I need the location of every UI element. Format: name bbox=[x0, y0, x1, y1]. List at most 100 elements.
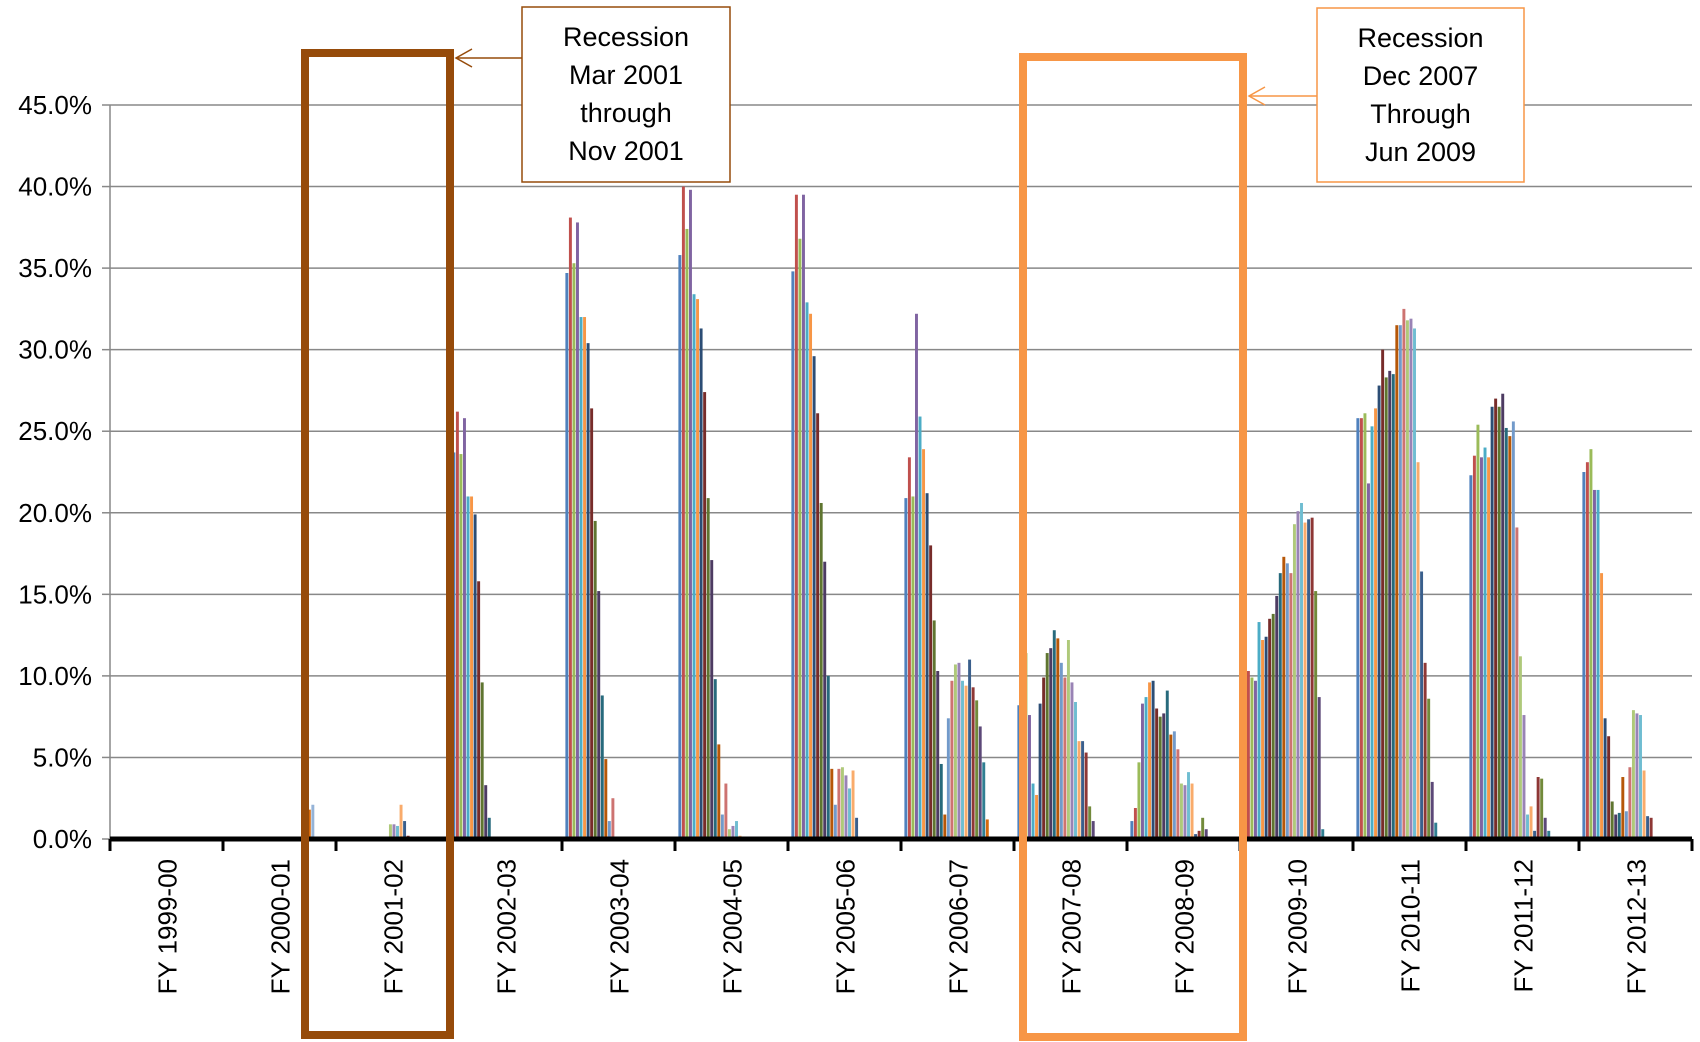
bar bbox=[1388, 370, 1392, 839]
x-tick-label: FY 2004-05 bbox=[718, 859, 748, 994]
bar bbox=[1133, 808, 1137, 839]
bar bbox=[1141, 703, 1144, 839]
bar bbox=[1430, 781, 1434, 839]
bar bbox=[1285, 563, 1289, 839]
bar bbox=[1487, 457, 1491, 839]
bar bbox=[1158, 716, 1162, 839]
y-tick-label: 5.0% bbox=[33, 742, 92, 772]
bar bbox=[1494, 398, 1498, 839]
bar bbox=[819, 502, 823, 839]
callout-text: Recession bbox=[1357, 23, 1483, 53]
bar bbox=[1409, 318, 1413, 839]
bar bbox=[720, 814, 724, 839]
bar bbox=[477, 581, 481, 839]
bar bbox=[1162, 713, 1166, 839]
bar bbox=[307, 809, 311, 839]
bar bbox=[1413, 328, 1416, 839]
bar bbox=[915, 313, 918, 839]
x-tick-label: FY 2005-06 bbox=[831, 859, 861, 994]
y-tick-label: 20.0% bbox=[18, 498, 92, 528]
bar bbox=[735, 821, 738, 839]
bar bbox=[1508, 436, 1512, 839]
bar bbox=[844, 775, 848, 839]
bar bbox=[1582, 472, 1586, 839]
bar bbox=[907, 457, 911, 839]
bar bbox=[1536, 777, 1540, 839]
bar bbox=[953, 664, 957, 839]
bar bbox=[1049, 648, 1053, 839]
bar bbox=[1137, 762, 1141, 839]
bar bbox=[791, 271, 795, 839]
bar bbox=[1091, 821, 1095, 839]
bar bbox=[939, 763, 943, 839]
bar bbox=[484, 785, 488, 839]
bar bbox=[971, 687, 975, 839]
bar bbox=[805, 302, 809, 839]
bar bbox=[1585, 462, 1589, 839]
bar bbox=[1017, 705, 1021, 839]
bar bbox=[480, 682, 484, 839]
bar bbox=[1381, 349, 1385, 839]
y-tick-label: 35.0% bbox=[18, 253, 92, 283]
bar bbox=[1063, 677, 1067, 839]
bar bbox=[1483, 447, 1487, 839]
bar bbox=[946, 718, 950, 839]
x-tick-label: FY 2000-01 bbox=[266, 859, 296, 994]
y-tick-label: 30.0% bbox=[18, 335, 92, 365]
bar bbox=[572, 263, 576, 840]
bar bbox=[1635, 713, 1639, 839]
bar bbox=[1476, 424, 1480, 839]
bar bbox=[830, 768, 834, 839]
bar bbox=[1264, 636, 1268, 839]
bar bbox=[1639, 715, 1642, 839]
bar bbox=[1540, 778, 1544, 839]
bar bbox=[699, 328, 703, 839]
bar bbox=[812, 356, 816, 839]
bar bbox=[932, 620, 936, 839]
bar bbox=[1314, 591, 1318, 839]
bar bbox=[593, 520, 597, 839]
bar bbox=[1056, 638, 1060, 839]
bar bbox=[1624, 811, 1628, 839]
recession-callout-box bbox=[521, 6, 731, 183]
bar bbox=[929, 545, 933, 839]
bar bbox=[1533, 830, 1537, 839]
bar bbox=[816, 413, 820, 839]
bar bbox=[1045, 653, 1049, 839]
y-tick-label: 10.0% bbox=[18, 661, 92, 691]
bar bbox=[1603, 718, 1607, 839]
bar bbox=[968, 659, 972, 839]
x-tick-label: FY 2006-07 bbox=[944, 859, 974, 994]
bar bbox=[681, 186, 685, 839]
bar bbox=[985, 819, 989, 839]
bar bbox=[1084, 752, 1088, 839]
bar bbox=[911, 496, 915, 839]
bar bbox=[311, 804, 315, 839]
x-tick-label: FY 2011-12 bbox=[1509, 859, 1539, 992]
bar bbox=[1398, 325, 1402, 839]
y-tick-label: 40.0% bbox=[18, 172, 92, 202]
bar bbox=[727, 829, 731, 839]
bar bbox=[823, 561, 827, 839]
bar bbox=[1321, 829, 1325, 839]
x-tick-label: FY 2010-11 bbox=[1396, 859, 1426, 992]
bar bbox=[1416, 462, 1420, 839]
bar bbox=[678, 255, 682, 839]
bar bbox=[576, 222, 579, 839]
callout-text: Mar 2001 bbox=[569, 60, 683, 90]
bar bbox=[943, 814, 947, 839]
bar bbox=[1081, 741, 1085, 839]
bar bbox=[1610, 801, 1614, 839]
bar bbox=[1363, 413, 1367, 839]
bar bbox=[1631, 710, 1635, 839]
bar bbox=[1384, 377, 1388, 839]
bar bbox=[922, 449, 926, 839]
bar bbox=[1172, 731, 1176, 839]
bar bbox=[837, 768, 841, 839]
bar bbox=[904, 498, 908, 839]
bar bbox=[600, 695, 604, 839]
bar bbox=[1628, 767, 1632, 839]
bar bbox=[1088, 806, 1092, 839]
bar bbox=[1405, 320, 1409, 839]
